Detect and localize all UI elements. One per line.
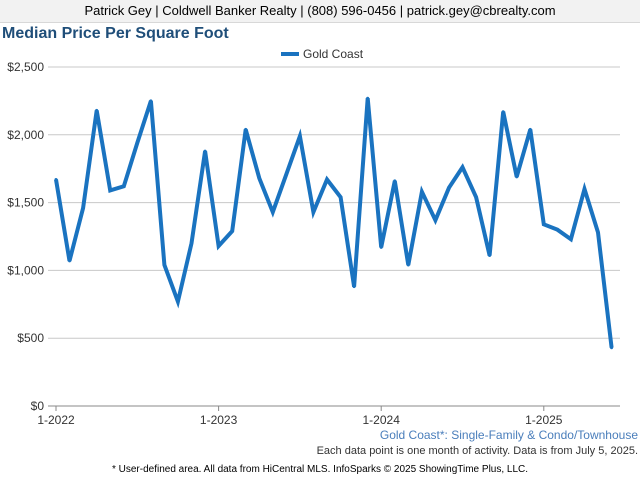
y-tick-label: $1,000	[7, 263, 44, 277]
data-note: Each data point is one month of activity…	[316, 445, 638, 457]
x-tick-label: 1-2023	[200, 413, 238, 427]
y-tick-label: $500	[17, 331, 44, 345]
data-point	[325, 178, 329, 182]
data-point	[393, 179, 397, 183]
legend-label: Gold Coast	[303, 47, 364, 61]
data-point	[474, 195, 478, 199]
data-point	[176, 300, 180, 304]
data-point	[217, 244, 221, 248]
contact-header: Patrick Gey | Coldwell Banker Realty | (…	[0, 0, 640, 23]
series-layer	[54, 96, 614, 350]
y-tick-label: $2,500	[7, 60, 44, 74]
data-point	[488, 253, 492, 257]
data-point	[122, 184, 126, 188]
data-point	[68, 259, 72, 263]
data-point	[447, 186, 451, 190]
y-tick-label: $2,000	[7, 128, 44, 142]
data-point	[542, 222, 546, 226]
data-point	[311, 210, 315, 214]
data-point	[339, 195, 343, 199]
series-line-gold-coast	[54, 98, 614, 348]
data-point	[284, 172, 288, 176]
data-point	[257, 176, 261, 180]
data-point	[596, 230, 600, 234]
legend: Gold Coast	[281, 47, 364, 61]
data-point	[528, 127, 532, 131]
grid-lines	[48, 66, 620, 407]
data-point	[379, 245, 383, 249]
data-point	[203, 149, 207, 153]
data-point	[515, 175, 519, 179]
x-tick-label: 1-2022	[37, 413, 75, 427]
chart-title: Median Price Per Square Foot	[2, 25, 229, 42]
area-subtitle: Gold Coast*: Single-Family & Condo/Townh…	[379, 428, 638, 442]
data-point	[366, 96, 370, 100]
x-tick-label: 1-2024	[363, 413, 401, 427]
data-point	[135, 141, 139, 145]
data-point	[406, 263, 410, 267]
data-point	[298, 134, 302, 138]
data-point	[108, 188, 112, 192]
data-point	[95, 108, 99, 112]
data-point	[54, 178, 58, 182]
data-point	[190, 241, 193, 245]
disclaimer: * User-defined area. All data from HiCen…	[111, 464, 529, 475]
x-tick-label: 1-2025	[525, 413, 563, 427]
data-point	[230, 229, 234, 233]
data-point	[501, 110, 505, 114]
axes: $0 $500 $1,000 $1,500 $2,000 $2,500 1-2022 1-20…	[7, 60, 563, 427]
data-point	[433, 218, 437, 222]
data-point	[610, 346, 614, 350]
data-point	[461, 165, 464, 169]
data-point	[271, 210, 275, 214]
data-point	[162, 263, 166, 267]
data-point	[149, 99, 153, 103]
data-point	[420, 190, 424, 194]
data-point	[81, 206, 85, 210]
data-point	[569, 237, 573, 241]
data-point	[244, 127, 248, 131]
y-tick-label: $1,500	[7, 196, 44, 210]
data-point	[352, 285, 356, 289]
y-tick-label: $0	[31, 399, 45, 413]
data-point	[555, 228, 559, 232]
data-point	[582, 187, 586, 191]
